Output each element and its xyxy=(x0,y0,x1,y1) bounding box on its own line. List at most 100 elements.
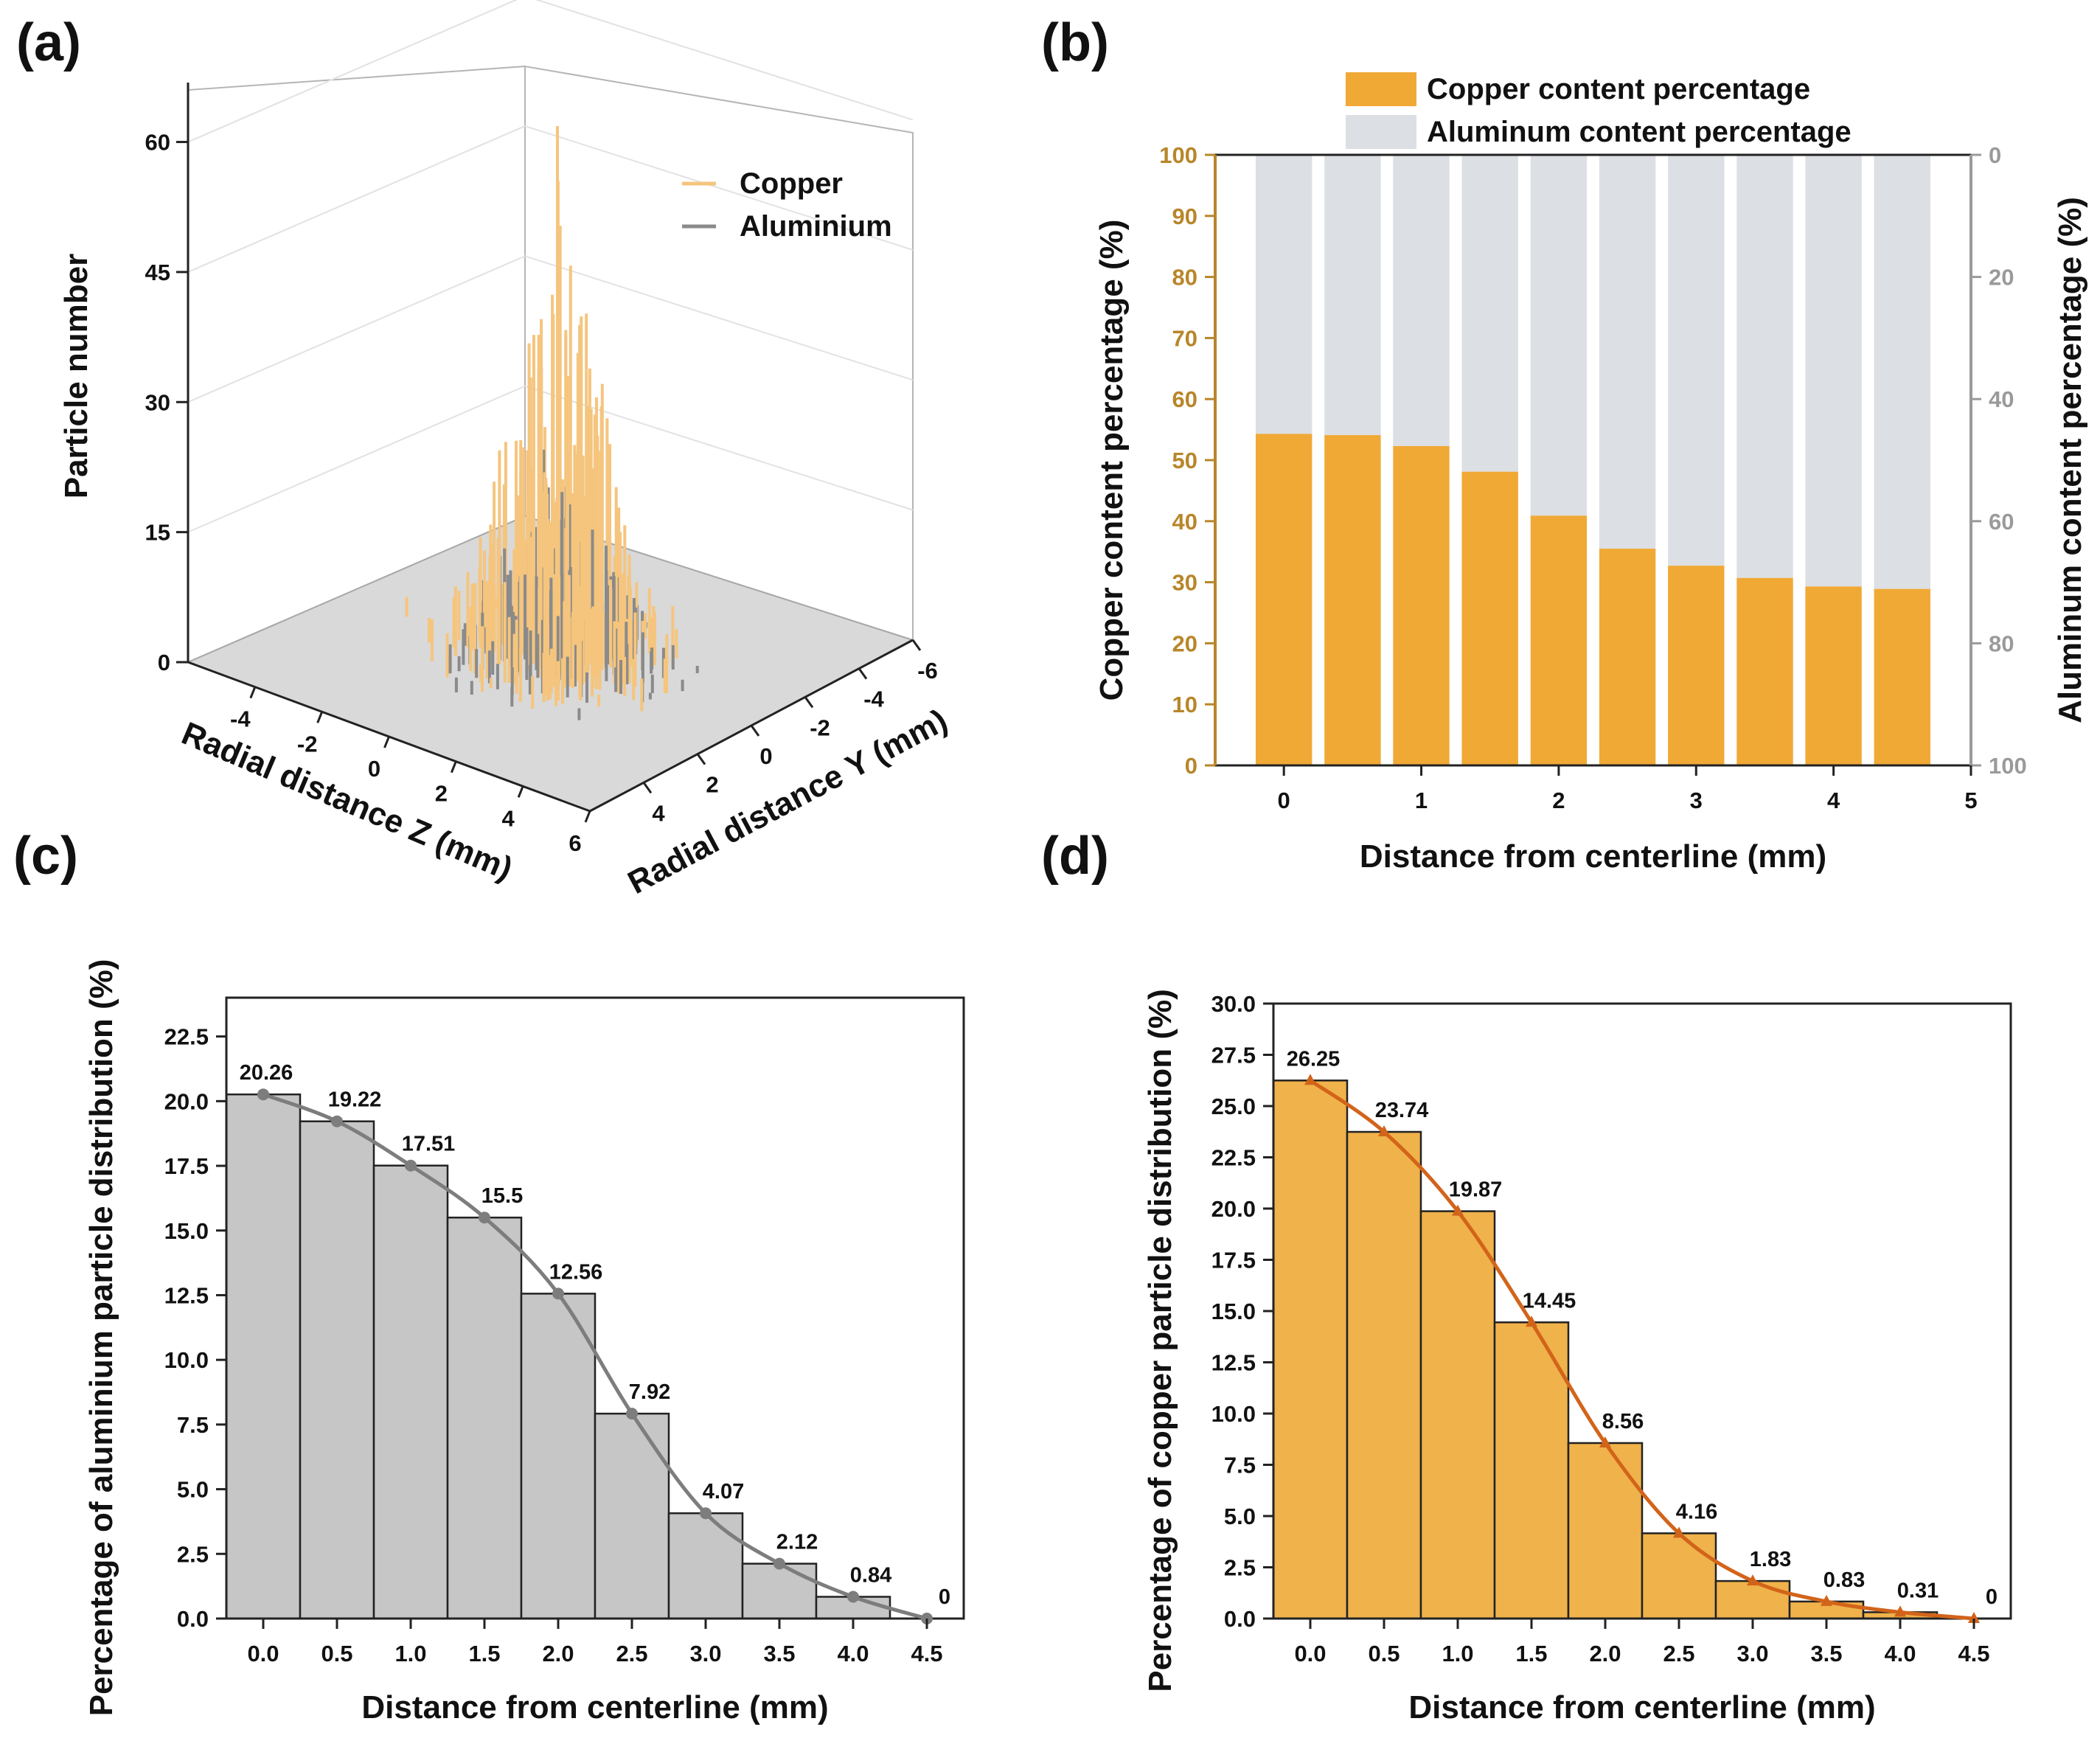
copper-bar xyxy=(1461,471,1518,765)
x-axis-title: Distance from centerline (mm) xyxy=(361,1689,828,1725)
histogram-bar xyxy=(520,1293,597,1620)
x-tick-label: 4.0 xyxy=(837,1641,869,1666)
x-tick-label: 1.5 xyxy=(468,1641,500,1666)
left-tick-label: 0 xyxy=(1185,753,1197,779)
copper-bar xyxy=(1530,515,1588,765)
data-label: 19.22 xyxy=(328,1088,382,1112)
y2-axis-title: Aluminum content percentage (%) xyxy=(2052,197,2088,723)
y-tick-label: 22.5 xyxy=(1211,1145,1256,1171)
histogram-bar xyxy=(225,1093,302,1620)
curve-marker xyxy=(405,1159,417,1172)
y-tick-label: 5.0 xyxy=(1224,1504,1256,1529)
y-tick-mark xyxy=(696,753,706,765)
left-tick-label: 80 xyxy=(1172,265,1197,291)
curve-marker xyxy=(1526,1315,1537,1327)
x-tick-label: -2 xyxy=(297,731,318,757)
x-tick-label: 4 xyxy=(502,805,515,831)
y-axis-title: Percentage of copper particle distributi… xyxy=(1142,989,1178,1692)
x-tick-mark xyxy=(316,711,324,723)
y-tick-mark xyxy=(911,639,922,651)
grid-line-left xyxy=(187,255,526,403)
x-tick-mark xyxy=(383,736,390,748)
plot-frame xyxy=(225,996,965,1620)
curve-marker xyxy=(1599,1436,1611,1447)
right-tick-label: 40 xyxy=(1989,386,2014,412)
y-tick-label: 0 xyxy=(759,743,772,769)
copper-bar xyxy=(1805,586,1862,765)
z-tick-label: 45 xyxy=(145,260,170,285)
histogram-bar xyxy=(594,1412,670,1620)
panel-d-label: (d) xyxy=(1041,827,1109,886)
panel-b-label: (b) xyxy=(1041,13,1109,72)
grid-line-left xyxy=(187,125,526,273)
grid-line-right xyxy=(524,125,914,251)
histogram-bar xyxy=(1419,1210,1496,1620)
legend-label-copper: Copper xyxy=(740,167,843,200)
legend-label-aluminium: Aluminium xyxy=(740,210,892,243)
data-label: 14.45 xyxy=(1523,1289,1576,1313)
legend-swatch xyxy=(1346,115,1416,149)
x-axis-title: Distance from centerline (mm) xyxy=(1360,838,1826,875)
y-tick-label: -2 xyxy=(810,715,830,740)
x-tick-label: 4.5 xyxy=(911,1641,942,1666)
data-label: 23.74 xyxy=(1375,1099,1429,1122)
curve-marker xyxy=(773,1557,785,1570)
data-label: 4.07 xyxy=(703,1480,744,1504)
y-tick-label: 2 xyxy=(706,772,718,798)
y-tick-label: 2.5 xyxy=(1224,1555,1256,1581)
y-tick-label: 22.5 xyxy=(164,1024,209,1050)
x-tick-label: 2 xyxy=(435,781,448,807)
y-axis-title: Copper content percentage (%) xyxy=(1094,220,1130,701)
legend-label: Copper content percentage xyxy=(1427,73,1810,105)
y-tick-label: 15.0 xyxy=(1211,1299,1256,1324)
left-tick-label: 10 xyxy=(1172,692,1197,717)
copper-bar xyxy=(1324,435,1381,765)
data-label: 20.26 xyxy=(240,1061,293,1085)
copper-bar xyxy=(1874,588,1930,765)
copper-bar xyxy=(1599,549,1656,765)
z-axis-title: Particle number xyxy=(58,254,94,499)
x-tick-label: 3 xyxy=(1690,788,1703,813)
x-tick-label: 0.5 xyxy=(321,1641,352,1666)
x-tick-label: 4 xyxy=(1827,788,1840,813)
x-tick-label: 0 xyxy=(1278,788,1290,813)
data-label: 19.87 xyxy=(1449,1178,1503,1202)
data-label: 0.83 xyxy=(1823,1568,1865,1592)
aluminum-bar xyxy=(1461,155,1518,472)
fit-curve xyxy=(1309,1079,1975,1621)
y-tick-label: -4 xyxy=(863,686,884,712)
curve-marker xyxy=(331,1115,343,1127)
x-tick-label: 2.0 xyxy=(542,1641,574,1666)
aluminum-bar xyxy=(1324,155,1381,436)
x-tick-label: 1.5 xyxy=(1515,1641,1547,1666)
z-tick-label: 60 xyxy=(145,130,170,156)
x-tick-label: 3.0 xyxy=(689,1641,721,1666)
x-tick-label: 4.0 xyxy=(1884,1641,1916,1666)
curve-marker xyxy=(552,1287,564,1300)
panel-b-stacked-bar-chart: 0 10 20 30 40 50 60 70 80 90 100 0 20 40 60 80 100 0 1 2 3 4 5… xyxy=(1094,72,2088,875)
curve-marker xyxy=(257,1088,269,1101)
y-tick-label: 7.5 xyxy=(177,1412,209,1438)
right-tick-label: 100 xyxy=(1989,753,2027,779)
histogram-bar xyxy=(667,1512,744,1620)
x-tick-label: 0.5 xyxy=(1368,1641,1400,1666)
z-tick-label: 30 xyxy=(145,389,170,415)
x-tick-label: 5 xyxy=(1964,788,1977,813)
aluminum-bar xyxy=(1530,155,1588,516)
y-tick-label: 27.5 xyxy=(1211,1043,1256,1068)
y-tick-label: 17.5 xyxy=(164,1153,209,1179)
z-tick-label: 0 xyxy=(158,650,170,675)
curve-marker xyxy=(1304,1074,1316,1085)
data-label: 17.51 xyxy=(402,1133,456,1156)
curve-marker xyxy=(847,1591,859,1603)
curve-marker xyxy=(1378,1125,1390,1136)
x-tick-label: 1.0 xyxy=(1442,1641,1473,1666)
right-tick-label: 80 xyxy=(1989,630,2014,656)
data-label: 2.12 xyxy=(776,1531,818,1554)
data-label: 0.84 xyxy=(850,1564,891,1588)
x-tick-label: 4.5 xyxy=(1958,1641,1989,1666)
legend-swatch xyxy=(1346,72,1416,106)
y-axis-title: Percentage of aluminium particle distrib… xyxy=(83,959,119,1717)
data-label: 0 xyxy=(939,1585,950,1609)
curve-marker xyxy=(1894,1605,1906,1617)
